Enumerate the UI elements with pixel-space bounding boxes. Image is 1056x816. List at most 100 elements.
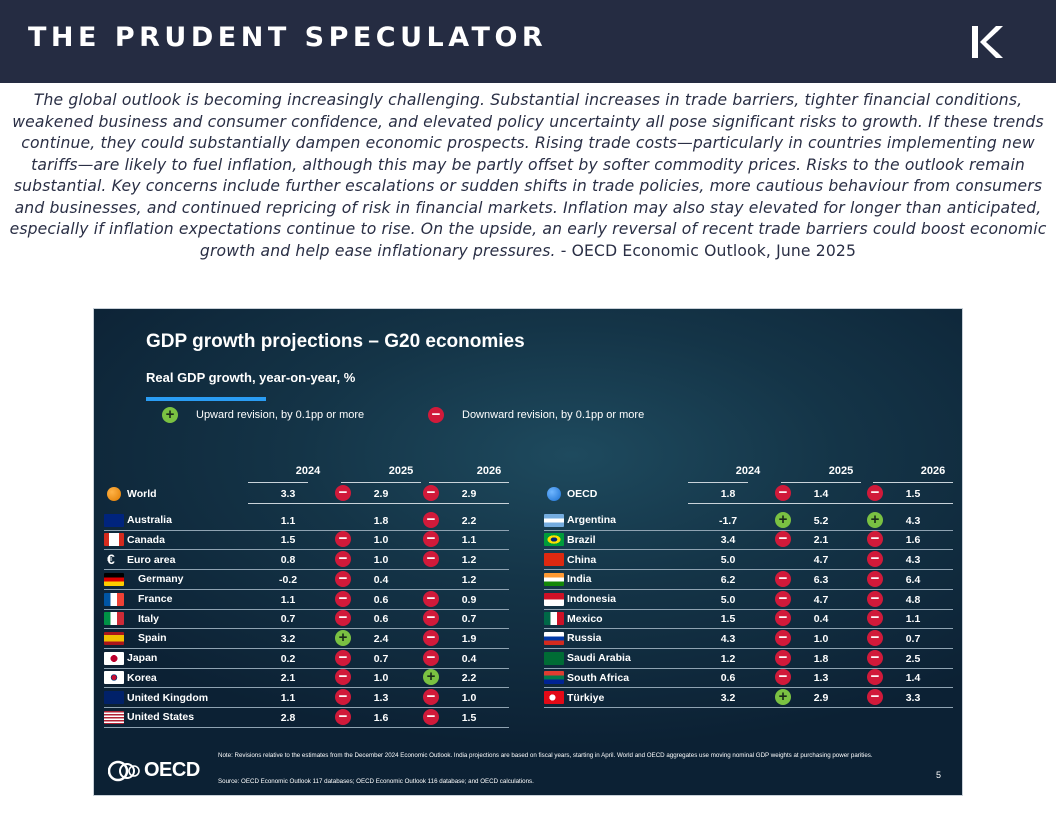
indonesia-flag-icon xyxy=(544,592,564,606)
country-name: Euro area xyxy=(127,554,176,567)
turkiye-flag-icon xyxy=(544,691,564,704)
table-row: OECD 1.8 1.4 − 1.5 − xyxy=(544,484,962,504)
value-2025: 1.3 xyxy=(373,692,389,704)
country-name: China xyxy=(567,553,597,566)
value-2026: 4.8 xyxy=(905,593,921,606)
country-cell: France xyxy=(104,592,173,606)
table-row: United Kingdom 1.1 1.3 − 1.0 − xyxy=(104,688,524,708)
value-2024: 3.3 xyxy=(280,488,296,500)
minus-icon: − xyxy=(775,570,791,587)
gdp-projections-panel: GDP growth projections – G20 economies R… xyxy=(93,308,963,796)
minus-icon: − xyxy=(867,689,883,705)
minus-icon: − xyxy=(867,485,883,501)
country-name: Brazil xyxy=(567,533,596,546)
table-row: United States 2.8 1.6 − 1.5 − xyxy=(104,708,524,728)
oecd-globe-icon xyxy=(547,487,561,501)
right-header-2024: 2024 xyxy=(735,465,761,477)
value-2025: 0.4 xyxy=(813,613,829,626)
value-2024: 0.7 xyxy=(280,613,296,626)
row-rule xyxy=(544,707,953,708)
left-header-rule xyxy=(341,482,421,483)
chart-note: Note: Revisions relative to the estimate… xyxy=(218,752,873,759)
country-cell: Mexico xyxy=(544,612,603,626)
country-name: South Africa xyxy=(567,671,630,684)
value-2026: 1.4 xyxy=(905,672,921,685)
value-2025: 0.4 xyxy=(373,573,389,586)
row-rule xyxy=(248,503,509,504)
right-header-rule xyxy=(688,482,748,483)
row-rule xyxy=(104,549,509,551)
value-2025: 0.6 xyxy=(373,593,389,606)
left-header-rule xyxy=(248,482,308,483)
value-2025: 1.6 xyxy=(373,711,389,724)
minus-icon: − xyxy=(867,649,883,666)
table-left: 2024 2025 2026 World 3.3 2.9 − 2.9 − Australia 1.1… xyxy=(104,465,524,735)
value-2026: 1.1 xyxy=(461,534,477,547)
quote-attribution: - OECD Economic Outlook, June 2025 xyxy=(555,241,857,260)
uk-flag-icon xyxy=(104,691,124,704)
quote-text: The global outlook is becoming increasin… xyxy=(9,91,1047,260)
euro-icon: € xyxy=(107,551,115,568)
value-2024: 6.2 xyxy=(720,573,736,586)
value-2025: 1.8 xyxy=(373,514,389,527)
country-cell: € Euro area xyxy=(104,551,176,568)
value-2024: 1.5 xyxy=(720,613,736,626)
legend-downward: − Downward revision, by 0.1pp or more xyxy=(428,407,644,423)
australia-flag-icon xyxy=(104,513,124,527)
minus-icon: − xyxy=(867,629,883,646)
minus-icon: − xyxy=(867,590,883,607)
subtitle-underline xyxy=(146,397,266,401)
row-rule xyxy=(104,529,509,531)
value-2024: 2.8 xyxy=(280,711,296,724)
table-row: Indonesia 5.0 4.7 − 4.8 − xyxy=(544,590,962,610)
brazil-flag-icon xyxy=(544,533,564,547)
canada-flag-icon xyxy=(104,533,124,547)
row-rule xyxy=(104,687,509,689)
value-2026: 0.4 xyxy=(461,652,477,665)
oecd-logo: OECD xyxy=(108,759,200,782)
country-cell: United States xyxy=(104,710,194,724)
minus-icon: − xyxy=(335,689,351,705)
left-header-2026: 2026 xyxy=(476,465,502,477)
spain-flag-icon xyxy=(104,631,124,645)
value-2024: 0.8 xyxy=(280,554,296,567)
minus-icon: − xyxy=(428,407,444,423)
table-row: Russia 4.3 1.0 − 0.7 − xyxy=(544,629,962,649)
row-rule xyxy=(104,707,509,708)
country-name: France xyxy=(138,593,173,605)
country-name: Canada xyxy=(127,533,165,546)
value-2026: 0.9 xyxy=(461,593,477,606)
country-name: Spain xyxy=(138,632,167,645)
left-header-rule xyxy=(429,482,509,483)
russia-flag-icon xyxy=(544,631,564,645)
value-2026: 1.0 xyxy=(461,692,477,704)
country-cell: Germany xyxy=(104,572,184,586)
minus-icon: − xyxy=(335,485,351,501)
chart-source: Source: OECD Economic Outlook 117 databa… xyxy=(218,778,534,785)
value-2025: 5.2 xyxy=(813,514,829,527)
value-2025: 1.3 xyxy=(813,672,829,685)
plus-icon: + xyxy=(423,669,439,686)
minus-icon: − xyxy=(775,610,791,627)
germany-flag-icon xyxy=(104,572,124,586)
minus-icon: − xyxy=(335,610,351,627)
country-name: India xyxy=(567,573,592,586)
minus-icon: − xyxy=(867,610,883,627)
country-name: Saudi Arabia xyxy=(567,652,631,665)
value-2024: 0.2 xyxy=(280,652,296,665)
brand-title: THE PRUDENT SPECULATOR xyxy=(28,22,548,53)
saudi-arabia-flag-icon xyxy=(544,651,564,665)
country-cell: Australia xyxy=(104,513,172,527)
value-2026: 1.6 xyxy=(905,534,921,547)
right-header-2025: 2025 xyxy=(828,465,854,477)
chart-title: GDP growth projections – G20 economies xyxy=(146,331,525,352)
row-rule xyxy=(544,569,953,571)
table-row: Korea 2.1 1.0 − 2.2 + xyxy=(104,668,524,689)
plus-icon: + xyxy=(775,511,791,528)
country-name: Indonesia xyxy=(567,593,617,605)
minus-icon: − xyxy=(867,531,883,548)
minus-icon: − xyxy=(423,511,439,528)
table-row: Argentina -1.7 5.2 +4.3 + xyxy=(544,511,962,531)
country-cell: Argentina xyxy=(544,513,616,527)
row-rule xyxy=(544,647,953,649)
